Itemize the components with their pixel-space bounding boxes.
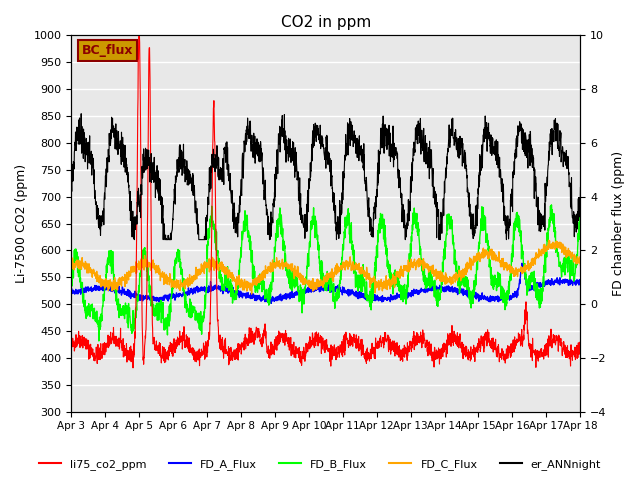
Y-axis label: Li-7500 CO2 (ppm): Li-7500 CO2 (ppm) — [15, 164, 28, 283]
Title: CO2 in ppm: CO2 in ppm — [280, 15, 371, 30]
Y-axis label: FD chamber flux (ppm): FD chamber flux (ppm) — [612, 151, 625, 296]
Text: BC_flux: BC_flux — [81, 44, 133, 57]
Legend: li75_co2_ppm, FD_A_Flux, FD_B_Flux, FD_C_Flux, er_ANNnight: li75_co2_ppm, FD_A_Flux, FD_B_Flux, FD_C… — [35, 455, 605, 474]
